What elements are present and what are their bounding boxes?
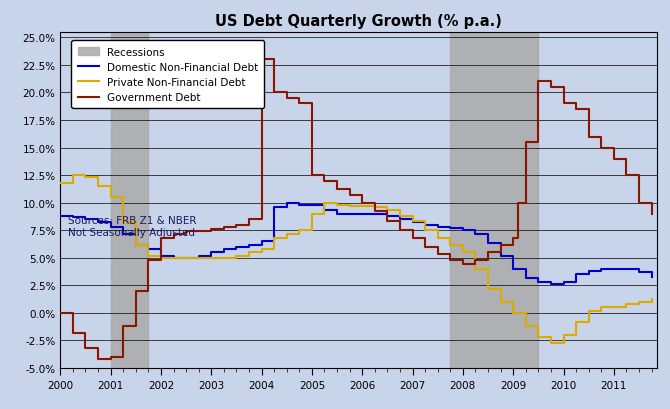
Bar (111, 33, 148, 368)
Legend: Recessions, Domestic Non-Financial Debt, Private Non-Financial Debt, Government : Recessions, Domestic Non-Financial Debt,… (72, 41, 265, 109)
Bar (450, 33, 539, 368)
Text: Sources: FRB Z1 & NBER
Not Seasonally Adjusted: Sources: FRB Z1 & NBER Not Seasonally Ad… (68, 216, 196, 237)
Title: US Debt Quarterly Growth (% p.a.): US Debt Quarterly Growth (% p.a.) (215, 14, 502, 29)
